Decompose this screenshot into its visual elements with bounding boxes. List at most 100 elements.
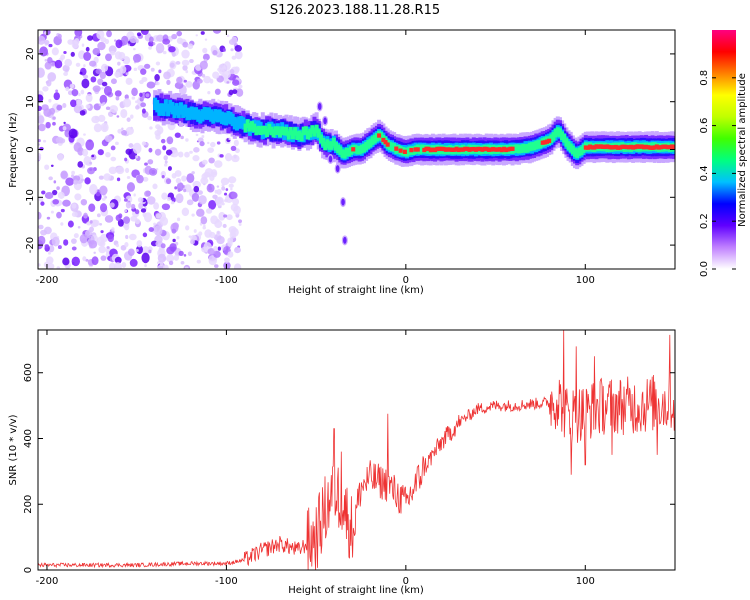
noise-blob	[104, 135, 113, 143]
ridge-segment	[340, 149, 345, 158]
noise-blob	[219, 154, 224, 158]
noise-blob	[171, 228, 177, 234]
colorbar-tick-label: 0.6	[699, 118, 710, 134]
noise-blob	[208, 157, 215, 164]
ridge-segment	[366, 140, 371, 149]
noise-blob	[101, 197, 106, 201]
noise-blob	[192, 155, 200, 162]
noise-blob	[121, 127, 124, 131]
noise-blob	[166, 197, 171, 202]
ridge-segment	[542, 140, 547, 145]
noise-blob	[114, 256, 122, 264]
noise-blob	[202, 47, 208, 54]
ridge-segment	[262, 125, 267, 135]
ridge-segment	[540, 140, 545, 145]
noise-blob	[176, 76, 183, 84]
ridge-segment	[598, 144, 603, 149]
ridge-segment	[346, 147, 351, 157]
noise-blob	[50, 164, 54, 167]
noise-blob	[97, 114, 106, 122]
noise-blob	[216, 185, 220, 188]
noise-blob	[195, 133, 199, 137]
noise-blob	[180, 135, 184, 140]
noise-blob	[101, 86, 104, 90]
ridge-segment	[271, 128, 276, 138]
noise-blob	[141, 252, 150, 264]
ridge-segment	[301, 126, 306, 136]
noise-blob	[53, 180, 57, 184]
noise-blob	[92, 85, 101, 92]
noise-blob	[42, 139, 47, 143]
ridge-segment	[667, 144, 672, 150]
ridge-segment	[166, 103, 171, 117]
noise-blob	[116, 115, 120, 118]
ridge-segment	[590, 145, 595, 150]
noise-blob	[198, 195, 207, 205]
noise-blob	[193, 229, 197, 233]
ridge-segment	[624, 144, 629, 150]
ridge-segment	[325, 139, 330, 148]
colorbar-tick-label: 0.0	[699, 261, 710, 277]
ridge-segment	[286, 131, 291, 140]
noise-blob	[144, 264, 147, 268]
noise-blob	[218, 211, 226, 221]
spectrogram-x-tick-label: 100	[576, 275, 595, 286]
spectrogram-x-tick-label: -200	[36, 275, 59, 286]
noise-blob	[189, 58, 194, 64]
ridge-segment	[323, 141, 328, 151]
noise-blob	[38, 139, 41, 143]
noise-blob	[212, 171, 217, 176]
noise-blob	[141, 141, 147, 146]
noise-blob	[208, 199, 217, 210]
noise-blob	[184, 151, 190, 158]
noise-blob	[79, 110, 86, 116]
ridge-segment	[661, 144, 666, 149]
noise-blob	[196, 78, 203, 84]
ridge-segment	[527, 142, 532, 152]
noise-blob	[38, 196, 44, 202]
noise-blob	[115, 96, 120, 101]
noise-blob	[98, 103, 102, 107]
ridge-segment	[226, 111, 231, 124]
noise-blob	[114, 39, 117, 42]
ridge-segment	[219, 111, 224, 124]
noise-blob	[166, 79, 171, 86]
noise-blob	[207, 90, 211, 95]
noise-blob	[236, 88, 244, 97]
noise-blob	[238, 219, 243, 224]
noise-blob	[82, 148, 89, 157]
ridge-segment	[534, 140, 539, 150]
noise-blob	[93, 123, 102, 133]
ridge-segment	[603, 144, 608, 150]
noise-blob	[129, 258, 138, 267]
noise-blob	[141, 108, 146, 114]
ridge-segment	[538, 139, 543, 149]
ridge-segment	[458, 147, 463, 152]
ridge-segment	[349, 146, 354, 155]
ridge-segment	[413, 147, 418, 152]
noise-blob	[164, 160, 168, 164]
ridge-segment	[650, 145, 655, 150]
ridge-segment	[417, 145, 422, 155]
noise-blob	[63, 121, 66, 125]
noise-blob	[196, 259, 201, 264]
noise-blob	[71, 203, 77, 209]
noise-blob	[191, 213, 195, 217]
noise-blob	[216, 235, 225, 245]
noise-blob	[88, 240, 98, 249]
noise-blob	[91, 256, 99, 266]
ridge-segment	[532, 141, 537, 151]
noise-blob	[165, 178, 172, 185]
noise-blob	[137, 197, 144, 203]
noise-blob	[141, 246, 150, 256]
noise-blob	[44, 164, 50, 170]
noise-blob	[43, 40, 50, 45]
noise-blob	[80, 89, 85, 95]
noise-blob	[114, 51, 122, 60]
noise-blob	[46, 79, 52, 87]
ridge-segment	[299, 132, 304, 142]
ridge-segment	[336, 144, 341, 154]
noise-blob	[135, 105, 140, 110]
noise-blob	[181, 207, 190, 217]
ridge-segment	[206, 107, 211, 120]
